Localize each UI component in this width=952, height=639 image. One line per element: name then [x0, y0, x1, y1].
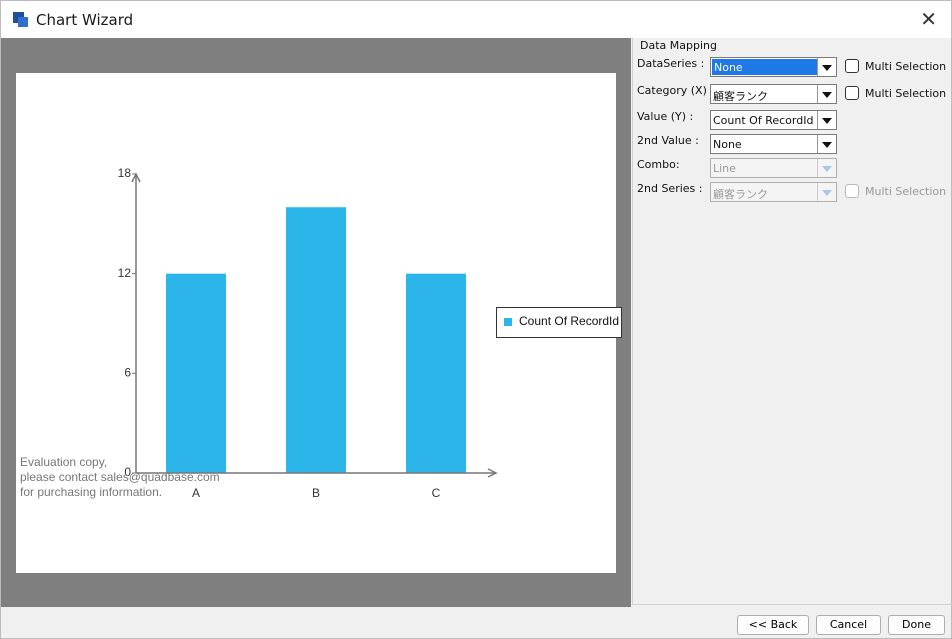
legend-swatch [504, 318, 512, 326]
legend-label: Count Of RecordId [519, 314, 619, 328]
dropdown[interactable]: None [710, 57, 837, 77]
y-tick-label: 0 [124, 465, 131, 479]
dropdown-arrow [817, 183, 836, 201]
button[interactable]: Done [888, 615, 945, 635]
checkbox[interactable] [845, 86, 859, 100]
checkbox [845, 184, 859, 198]
button[interactable]: << Back [737, 615, 809, 635]
chart: 0 6 12 18 A B C Count Of RecordId Evaluation cop… [16, 73, 622, 573]
field-label: 2nd Series : [637, 182, 703, 195]
button[interactable]: Cancel [816, 615, 881, 635]
dropdown-arrow [817, 135, 836, 153]
app-icon [13, 12, 28, 27]
x-tick-label: A [192, 486, 200, 500]
dropdown-value: None [712, 59, 818, 75]
watermark: for purchasing information. [20, 485, 162, 499]
dropdown-arrow [817, 58, 836, 76]
bar [286, 207, 346, 473]
dropdown[interactable]: Count Of RecordId [710, 110, 837, 130]
dropdown-value: 顧客ランク [713, 90, 768, 103]
dropdown-arrow [817, 85, 836, 103]
x-axis-arrow [487, 468, 498, 478]
dropdown: Line [710, 158, 837, 178]
checkbox[interactable] [845, 59, 859, 73]
dropdown-value: Line [713, 162, 736, 175]
data-mapping-panel: Data Mapping DataSeries : None Multi Selec… [632, 38, 952, 605]
field-label: Category (X) : [637, 84, 715, 97]
y-tick-label: 12 [118, 266, 132, 280]
legend-box [496, 307, 622, 338]
checkbox-label: Multi Selection [865, 60, 947, 73]
field-label: Combo: [637, 158, 680, 171]
x-tick-label: B [312, 486, 320, 500]
dropdown-value: Count Of RecordId [713, 114, 814, 127]
checkbox-label: Multi Selection [865, 87, 947, 100]
title-bar: Chart Wizard ✕ [1, 1, 951, 38]
y-axis-arrow [131, 172, 141, 183]
dropdown-arrow [817, 159, 836, 177]
dropdown[interactable]: None [710, 134, 837, 154]
y-tick-label: 6 [124, 366, 131, 380]
dropdown[interactable]: 顧客ランク [710, 84, 837, 104]
bar [166, 273, 226, 473]
dropdown-arrow [817, 111, 836, 129]
y-tick-label: 18 [118, 166, 132, 180]
panel-title: Data Mapping [640, 39, 717, 52]
window-title: Chart Wizard [36, 11, 134, 29]
dropdown: 顧客ランク [710, 182, 837, 202]
close-button[interactable]: ✕ [920, 7, 937, 31]
field-label: DataSeries : [637, 57, 705, 70]
field-label: Value (Y) : [637, 110, 694, 123]
bar [406, 273, 466, 473]
dropdown-value: None [713, 138, 742, 151]
field-label: 2nd Value : [637, 134, 699, 147]
x-tick-label: C [432, 486, 441, 500]
watermark: please contact sales@quadbase.com [20, 470, 220, 484]
watermark: Evaluation copy, [20, 455, 107, 469]
dropdown-value: 顧客ランク [713, 188, 768, 201]
checkbox-label: Multi Selection [865, 185, 947, 198]
